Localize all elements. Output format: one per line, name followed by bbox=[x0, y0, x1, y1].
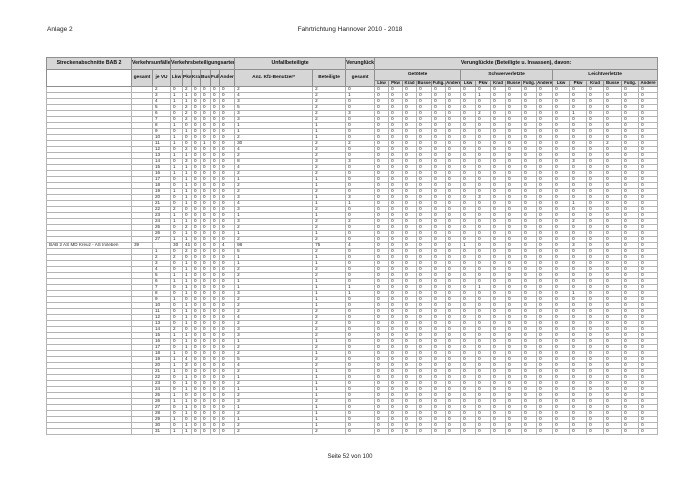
table-cell: 0 bbox=[460, 428, 477, 435]
table-cell: 0 bbox=[490, 428, 507, 435]
header-col-andere: Andere bbox=[219, 69, 236, 87]
table-cell: 0 bbox=[219, 428, 236, 435]
table-cell: 0 bbox=[200, 428, 212, 435]
table-cell: 0 bbox=[445, 428, 462, 435]
table-row: 20 1 3 0 0 0 0 4 2 0 0 0 0 0 0 0 0 0 0 0 0 0 0 0 0 0 0 0 bbox=[46, 362, 659, 369]
header-l-busse: Busse bbox=[603, 80, 623, 87]
header-g-busse: Busse bbox=[416, 80, 433, 87]
table-row: 12 0 1 0 0 0 0 4 2 0 0 0 0 0 0 0 0 0 0 0 0 0 0 0 0 0 0 0 bbox=[46, 314, 659, 321]
header-section-blank bbox=[46, 69, 132, 87]
table-cell: 0 bbox=[191, 428, 202, 435]
table-row: 10 0 1 0 0 0 0 2 1 0 0 0 0 0 0 0 0 0 0 0 0 0 0 0 0 0 0 0 bbox=[46, 302, 659, 309]
table-row: 14 2 0 0 0 0 0 3 2 0 0 0 0 0 0 0 0 0 0 0 0 0 0 0 0 0 0 0 bbox=[46, 326, 659, 333]
header-section-column: Streckenabschnitte BAB 2 bbox=[46, 57, 132, 70]
table-row: 19 1 4 0 0 0 0 5 2 0 0 0 0 0 0 0 0 0 0 0 0 0 0 0 0 0 0 0 bbox=[46, 356, 659, 363]
table-cell: 0 bbox=[475, 428, 492, 435]
page-title: Fahrtrichtung Hannover 2010 - 2018 bbox=[297, 26, 403, 33]
table-cell: 0 bbox=[638, 428, 659, 435]
header-group-casualties: Verunglückte bbox=[345, 57, 376, 70]
header-col-busse: Busse bbox=[200, 69, 212, 87]
header-group-schwerverletzte: Schwerverletzte bbox=[460, 69, 554, 81]
header-group-participation: Verkehrsbeteiligungsarten als Beteiligte bbox=[170, 57, 236, 70]
table-cell: 0 bbox=[374, 428, 390, 435]
header-s-andere: Andere bbox=[536, 80, 554, 87]
table-cell: 0 bbox=[552, 428, 571, 435]
attachment-label: Anlage 2 bbox=[47, 26, 73, 33]
header-col-kfz-users: Anz. Kfz-Benutzer* bbox=[234, 69, 314, 87]
table-cell: 0 bbox=[210, 428, 221, 435]
table-row: 31 1 1 0 0 0 0 2 2 0 0 0 0 0 0 0 0 0 0 0 0 0 0 0 0 0 0 0 bbox=[46, 428, 659, 435]
header-s-fussg: Fußg. bbox=[521, 80, 538, 87]
header-l-fussg: Fußg. bbox=[621, 80, 640, 87]
table-row: 18 0 1 0 0 0 0 2 1 0 0 0 0 0 0 0 0 0 0 0 0 0 0 0 0 0 0 0 bbox=[46, 182, 659, 189]
table-cell: 0 bbox=[521, 428, 538, 435]
table-cell: 0 bbox=[536, 428, 554, 435]
header-col-lkw: Lkw bbox=[170, 69, 184, 87]
header-g-krad: Krad bbox=[402, 80, 418, 87]
table-cell: 0 bbox=[402, 428, 418, 435]
table-cell: 0 bbox=[603, 428, 623, 435]
table-row: 22 2 0 0 0 0 0 3 2 0 0 0 0 0 0 0 0 0 0 0 0 0 0 0 0 0 0 0 bbox=[46, 206, 659, 213]
header-group-getoetete: Getötete bbox=[374, 69, 462, 81]
page-number: Seite 52 von 100 bbox=[327, 454, 373, 460]
table-cell: 0 bbox=[569, 428, 588, 435]
table-cell: 2 bbox=[312, 428, 347, 435]
header-g-andere: Andere bbox=[445, 80, 462, 87]
header-g-fussg: Fußg. bbox=[431, 80, 447, 87]
header-col-beteiligte: Beteiligte bbox=[312, 69, 347, 87]
header-s-busse: Busse bbox=[505, 80, 523, 87]
table-cell: 1 bbox=[170, 428, 184, 435]
table-row: 11 1 0 0 1 0 0 30 2 2 0 0 0 0 0 0 0 0 0 0 0 0 0 0 0 2 0 0 bbox=[46, 140, 659, 147]
table-row: 15 1 1 0 0 0 0 3 2 0 0 0 0 0 0 0 0 0 0 0 0 0 0 0 0 0 0 0 bbox=[46, 332, 659, 339]
accident-statistics-table: Streckenabschnitte BAB 2 Verkehrsunfälle… bbox=[46, 57, 659, 435]
table-cell bbox=[46, 428, 132, 435]
header-group-leichtverletzte: Leichtverletzte bbox=[552, 69, 659, 81]
table-cell: 2 bbox=[234, 428, 314, 435]
table-cell: 31 bbox=[151, 428, 172, 435]
table-row: 23 1 0 0 0 0 0 1 1 0 0 0 0 0 0 0 0 0 0 0 0 0 0 0 0 0 0 0 bbox=[46, 212, 659, 219]
table-cell: 0 bbox=[388, 428, 404, 435]
header-col-fussg: Fußg. bbox=[210, 69, 221, 87]
table-row: 21 1 0 0 0 0 0 2 1 0 0 0 0 0 0 0 0 0 0 0 0 0 0 0 0 0 0 0 bbox=[46, 368, 659, 375]
header-col-pkw: Pkw bbox=[182, 69, 193, 87]
header-col-verunglueckte-gesamt: gesamt bbox=[345, 69, 376, 87]
header-group-involved: Unfallbeteiligte bbox=[234, 57, 347, 70]
table-row: 28 0 1 0 0 0 0 2 1 0 0 0 0 0 0 0 0 0 0 0 0 0 0 0 0 0 0 0 bbox=[46, 410, 659, 417]
table-row: 11 0 1 0 0 0 0 2 2 0 0 0 0 0 0 0 0 0 0 0 0 0 0 0 0 0 0 0 bbox=[46, 308, 659, 315]
table-cell: 0 bbox=[345, 428, 376, 435]
table-cell bbox=[131, 428, 153, 435]
table-row: 29 1 0 0 0 0 0 1 1 0 0 0 0 0 0 0 0 0 0 0 0 0 0 0 0 0 0 0 bbox=[46, 416, 659, 423]
table-row: 16 0 1 0 0 0 0 1 1 0 0 0 0 0 0 0 0 0 0 0 0 0 0 0 0 0 0 0 bbox=[46, 338, 659, 345]
table-row: 13 1 1 0 0 0 0 2 2 0 0 0 0 0 0 0 0 0 0 0 0 0 0 0 0 0 0 0 bbox=[46, 152, 659, 159]
header-col-krad: Krad bbox=[191, 69, 202, 87]
table-cell: 0 bbox=[505, 428, 523, 435]
header-col-gesamt: gesamt bbox=[131, 69, 153, 87]
header-l-andere: Andere bbox=[638, 80, 659, 87]
table-row: 16 1 1 0 0 0 0 2 2 0 0 0 0 0 0 0 0 0 0 0 0 0 0 0 0 0 0 0 bbox=[46, 170, 659, 177]
header-group-casualties-detail: Verunglückte (Beteiligte u. Insassen), d… bbox=[374, 57, 659, 70]
header-group-accidents: Verkehrsunfälle bbox=[130, 57, 172, 70]
table-cell: 0 bbox=[416, 428, 433, 435]
header-col-je-vu: je VU bbox=[151, 69, 172, 87]
table-cell: 1 bbox=[182, 428, 193, 435]
table-cell: 0 bbox=[586, 428, 605, 435]
table-cell: 0 bbox=[431, 428, 447, 435]
section-total-row: BAB 2 AS MD Kreuz - AS Irxleben 39 30 41 0 0 0… bbox=[46, 242, 659, 249]
table-cell: 0 bbox=[621, 428, 640, 435]
table-header: Streckenabschnitte BAB 2 Verkehrsunfälle… bbox=[46, 57, 659, 87]
